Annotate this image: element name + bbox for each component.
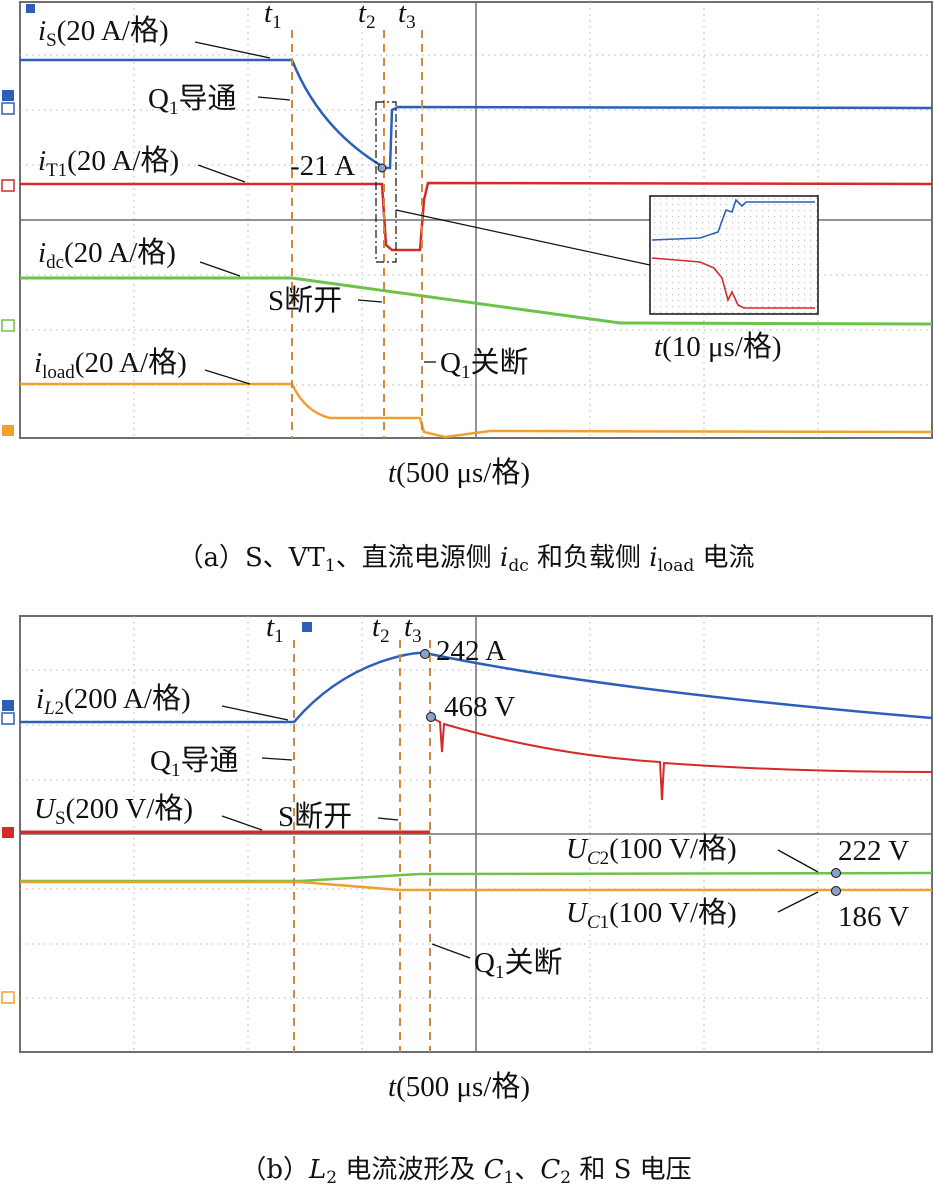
panel-a-channel-markers bbox=[1, 4, 35, 436]
annotation-222V: 222 V bbox=[838, 835, 909, 867]
point-222V bbox=[831, 868, 841, 878]
annotation-q1-on: Q1导通 bbox=[148, 83, 236, 119]
annotation-s-off-b: S断开 bbox=[278, 800, 352, 833]
trace-iload bbox=[20, 382, 933, 439]
marker-t1: t1 bbox=[264, 0, 282, 33]
label-iT1: iT1(20 A/格) bbox=[38, 144, 179, 181]
point-468V bbox=[426, 712, 436, 722]
annotation-468V: 468 V bbox=[444, 691, 515, 723]
annotation-242A: 242 A bbox=[436, 635, 506, 667]
annotation-186V: 186 V bbox=[838, 901, 909, 933]
panel-b-center-axes bbox=[20, 616, 932, 1052]
panel-a-labels: iS(20 A/格) iT1(20 A/格) idc(20 A/格) iload… bbox=[34, 0, 782, 489]
panel-b-labels: iL2(200 A/格) US(200 V/格) UC2(100 V/格) UC… bbox=[34, 611, 909, 1103]
annotation-q1-on-b: Q1导通 bbox=[150, 745, 238, 781]
panel-b-leaders bbox=[221, 705, 819, 959]
panel-b-xlabel: t(500 μs/格) bbox=[388, 1070, 530, 1103]
marker-t1-b: t1 bbox=[266, 611, 284, 647]
panel-b-time-markers bbox=[293, 640, 431, 1052]
panel-b-points bbox=[420, 649, 841, 896]
panel-a: iS(20 A/格) iT1(20 A/格) idc(20 A/格) iload… bbox=[1, 0, 933, 576]
trace-idc bbox=[20, 276, 933, 326]
annotation-q1-off-b: Q1关断 bbox=[474, 946, 562, 983]
trace-UC1 bbox=[20, 880, 932, 892]
marker-t3: t3 bbox=[398, 0, 416, 33]
point-186V bbox=[831, 886, 841, 896]
zoom-region bbox=[375, 101, 651, 266]
panel-a-leaders bbox=[194, 41, 436, 385]
inset-trace-blue bbox=[651, 198, 815, 241]
annotation-s-off: S断开 bbox=[268, 284, 342, 317]
panel-b-channel-markers bbox=[1, 622, 312, 1004]
label-US: US(200 V/格) bbox=[34, 792, 193, 829]
inset-xlabel: t(10 μs/格) bbox=[654, 330, 782, 363]
point-minus-21A bbox=[377, 163, 387, 173]
label-iload: iload(20 A/格) bbox=[34, 346, 187, 383]
caption-a: （a）S、VT1、直流电源侧 idc 和负载侧 iload 电流 bbox=[177, 543, 754, 576]
trace-US-after bbox=[429, 716, 933, 801]
trace-iS bbox=[20, 58, 933, 170]
label-idc: idc(20 A/格) bbox=[38, 236, 176, 273]
point-242A bbox=[420, 649, 430, 659]
caption-b: （b）L2 电流波形及 C1、C2 和 S 电压 bbox=[240, 1155, 691, 1185]
marker-t2-b: t2 bbox=[372, 611, 390, 647]
label-UC2: UC2(100 V/格) bbox=[566, 832, 737, 869]
inset-trace-red bbox=[651, 257, 815, 309]
panel-a-xlabel: t(500 μs/格) bbox=[388, 456, 530, 489]
annotation-q1-off: Q1关断 bbox=[440, 346, 528, 383]
label-iS: iS(20 A/格) bbox=[38, 14, 169, 51]
panel-b: iL2(200 A/格) US(200 V/格) UC2(100 V/格) UC… bbox=[1, 611, 933, 1185]
marker-t2: t2 bbox=[358, 0, 376, 33]
inset-plot bbox=[649, 195, 819, 315]
label-UC1: UC1(100 V/格) bbox=[566, 896, 737, 933]
panel-a-time-markers bbox=[291, 30, 423, 438]
trace-iT1 bbox=[20, 181, 933, 252]
annotation-minus-21A: -21 A bbox=[290, 150, 355, 182]
label-iL2: iL2(200 A/格) bbox=[36, 682, 191, 719]
marker-t3-b: t3 bbox=[404, 611, 422, 647]
